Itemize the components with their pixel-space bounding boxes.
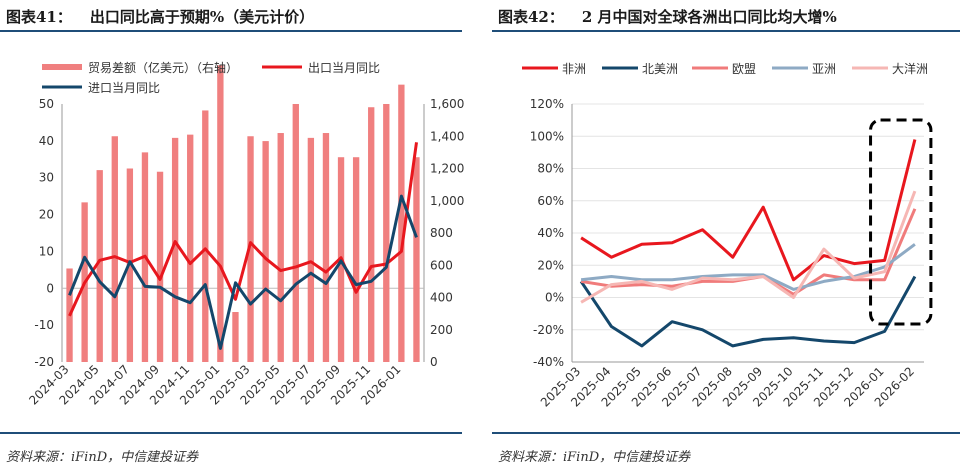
y-tick-label: 0% bbox=[545, 291, 564, 305]
legend-swatch-trade-balance bbox=[42, 64, 82, 70]
chart-title-left: 图表41： 出口同比高于预期%（美元计价） bbox=[6, 6, 314, 27]
y-tick-label: 80% bbox=[537, 162, 564, 176]
bar-trade-balance bbox=[96, 170, 103, 362]
y2-tick-label: 0 bbox=[430, 355, 438, 369]
source-rule-left bbox=[0, 432, 462, 434]
bar-trade-balance bbox=[413, 157, 420, 362]
line-series-0 bbox=[580, 139, 917, 282]
y2-tick-label: 1,400 bbox=[430, 129, 464, 143]
bar-trade-balance bbox=[262, 141, 269, 362]
y-tick-label: 20% bbox=[537, 258, 564, 272]
legend-label-import: 进口当月同比 bbox=[88, 81, 160, 95]
panel-export-yoy: 图表41： 出口同比高于预期%（美元计价） -20 -10 0 10 20 30 40 50 0 2… bbox=[0, 0, 464, 474]
bar-trade-balance bbox=[111, 136, 118, 362]
y-tick-label: 60% bbox=[537, 194, 564, 208]
chart-title-right: 图表42： 2 月中国对全球各洲出口同比均大增% bbox=[498, 6, 837, 27]
figure-title-right: 2 月中国对全球各洲出口同比均大增% bbox=[581, 8, 837, 26]
bar-trade-balance bbox=[156, 171, 164, 362]
bar-trade-balance bbox=[292, 104, 299, 362]
legend-label-trade-balance: 贸易差额（亿美元）（右轴） bbox=[88, 60, 238, 75]
y-tick-label: 20 bbox=[39, 208, 54, 222]
title-rule-left bbox=[0, 30, 462, 32]
legend-label-1: 北美洲 bbox=[642, 62, 678, 76]
line-import-yoy bbox=[68, 194, 418, 350]
panel-continent-exports: 图表42： 2 月中国对全球各洲出口同比均大增% -40% -20% 0% 20% 40%… bbox=[492, 0, 960, 474]
figure-number-right: 图表42： bbox=[498, 8, 564, 26]
y2-tick-label: 1,000 bbox=[430, 194, 464, 208]
source-note-right: 资料来源：iFinD，中信建投证券 bbox=[498, 450, 691, 465]
y-tick-label: 40 bbox=[39, 134, 54, 148]
y-tick-label: -40% bbox=[533, 355, 564, 369]
bar-trade-balance bbox=[352, 157, 360, 362]
bar-trade-balance bbox=[232, 312, 239, 362]
y2-tick-label: 800 bbox=[430, 226, 453, 240]
figure-number-left: 图表41： bbox=[6, 8, 72, 26]
y2-tick-label: 1,600 bbox=[430, 97, 464, 111]
line-series-4 bbox=[580, 190, 917, 304]
bar-trade-balance bbox=[187, 134, 194, 362]
export-import-chart: -20 -10 0 10 20 30 40 50 0 200 400 600 800 1,000 1,200… bbox=[26, 60, 464, 408]
legend-label-3: 亚洲 bbox=[812, 62, 836, 76]
y-tick-label: -10 bbox=[34, 318, 54, 332]
legend-label-0: 非洲 bbox=[562, 62, 586, 76]
bar-trade-balance bbox=[307, 137, 315, 362]
y-tick-label: 10 bbox=[39, 244, 54, 258]
title-rule-right bbox=[492, 30, 960, 32]
bar-trade-balance bbox=[171, 137, 179, 362]
source-rule-right bbox=[492, 432, 960, 434]
line-export-yoy bbox=[68, 142, 418, 317]
y2-tick-label: 600 bbox=[430, 258, 453, 272]
y-tick-label: 100% bbox=[530, 129, 564, 143]
bar-trade-balance bbox=[383, 104, 390, 362]
y-tick-label: 40% bbox=[537, 226, 564, 240]
bar-trade-balance bbox=[398, 84, 405, 363]
y-tick-label: 0 bbox=[46, 281, 54, 295]
y2-tick-label: 200 bbox=[430, 323, 453, 337]
continent-export-chart: -40%-20%0%20%40%60%80%100%120%2025-03202… bbox=[522, 61, 933, 410]
highlight-box bbox=[869, 118, 933, 326]
line-series-3 bbox=[580, 243, 916, 291]
legend-label-2: 欧盟 bbox=[732, 62, 756, 76]
bar-trade-balance bbox=[202, 110, 209, 362]
y-tick-label: 50 bbox=[39, 97, 54, 111]
legend-label-export: 出口当月同比 bbox=[308, 61, 380, 75]
y-tick-label: 120% bbox=[530, 97, 564, 111]
y-tick-label: 30 bbox=[39, 171, 54, 185]
y2-tick-label: 400 bbox=[430, 291, 453, 305]
bar-trade-balance bbox=[277, 133, 284, 362]
source-note-left: 资料来源：iFinD，中信建投证券 bbox=[6, 450, 199, 465]
bar-trade-balance bbox=[322, 133, 330, 362]
figure-title-left: 出口同比高于预期%（美元计价） bbox=[89, 8, 315, 26]
legend-label-4: 大洋洲 bbox=[892, 61, 928, 76]
y-tick-label: -20 bbox=[34, 355, 54, 369]
y-tick-label: -20% bbox=[533, 323, 564, 337]
bar-trade-balance bbox=[368, 107, 375, 362]
bar-trade-balance bbox=[217, 65, 224, 363]
y2-tick-label: 1,200 bbox=[430, 162, 464, 176]
bar-trade-balance bbox=[247, 136, 254, 362]
line-series-1 bbox=[579, 275, 917, 348]
